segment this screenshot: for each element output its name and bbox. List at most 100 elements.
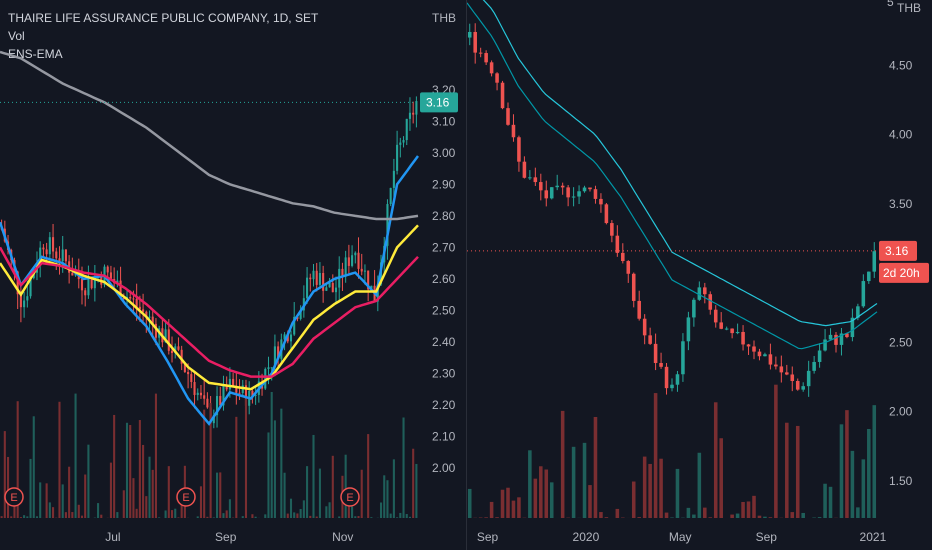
candle-body <box>199 392 203 396</box>
candle-body <box>489 62 494 74</box>
left-chart-canvas[interactable]: 3.203.103.002.902.802.702.602.502.402.30… <box>0 0 466 550</box>
candle-body <box>132 298 135 300</box>
series-line-ema_1 <box>482 0 878 327</box>
candle-body <box>724 328 729 330</box>
candle-body <box>692 299 696 318</box>
volume-bar <box>582 442 587 518</box>
volume-bar <box>135 508 138 518</box>
candle-body <box>604 204 609 224</box>
candle-body <box>872 251 877 272</box>
candle-body <box>856 306 860 318</box>
volume-bar <box>222 513 225 518</box>
candle-body <box>376 284 379 302</box>
currency-label: THB <box>897 1 921 15</box>
volume-bar <box>167 466 170 518</box>
candle-body <box>539 182 543 191</box>
right-chart-panel[interactable]: 4.504.003.503.002.502.001.50Sep2020MaySe… <box>466 0 932 550</box>
candle-body <box>135 298 138 307</box>
volume-bar <box>174 508 177 518</box>
volume-bar <box>273 420 276 518</box>
candle-body <box>42 247 45 250</box>
candle-body <box>52 237 55 252</box>
left-chart-panel[interactable]: THAIRE LIFE ASSURANCE PUBLIC COMPANY, 1D… <box>0 0 466 550</box>
candle-body <box>26 296 29 301</box>
volume-bar <box>338 516 341 518</box>
volume-bar <box>74 393 77 518</box>
volume-bar <box>251 514 254 518</box>
candle-body <box>648 335 652 344</box>
countdown-tag <box>879 262 929 283</box>
candle-body <box>196 392 199 395</box>
volume-bar <box>199 486 203 518</box>
candle-body <box>544 190 549 199</box>
y-tick-label: 2.20 <box>432 398 456 412</box>
volume-bar <box>203 409 206 518</box>
volume-bar <box>528 450 532 518</box>
volume-bar <box>58 401 61 518</box>
volume-bar <box>637 517 641 518</box>
volume-bar <box>795 425 800 518</box>
volume-bar <box>52 507 55 518</box>
volume-bar <box>84 474 87 518</box>
right-chart-canvas[interactable]: 4.504.003.503.002.502.001.50Sep2020MaySe… <box>467 0 932 550</box>
volume-bar <box>664 512 669 518</box>
volume-bar <box>774 384 778 518</box>
volume-bar <box>675 468 680 518</box>
volume-legend[interactable]: Vol <box>8 29 25 43</box>
candle-body <box>571 196 576 198</box>
volume-bar <box>39 482 42 518</box>
volume-bar <box>138 420 141 518</box>
volume-bar <box>219 472 222 518</box>
volume-bar <box>48 502 51 518</box>
volume-bar <box>604 517 609 518</box>
volume-bar <box>71 512 74 518</box>
candle-body <box>533 177 538 183</box>
candle-body <box>473 31 477 53</box>
candle-body <box>367 270 370 290</box>
volume-bar <box>544 469 549 518</box>
candle-body <box>631 273 636 301</box>
candle-body <box>328 283 331 288</box>
volume-bar <box>351 506 354 518</box>
volume-bar <box>741 501 745 518</box>
volume-bar <box>209 403 212 518</box>
volume-bar <box>861 459 866 518</box>
volume-bar <box>286 513 289 518</box>
volume-bar <box>379 502 383 518</box>
candle-body <box>357 252 360 269</box>
candle-body <box>806 370 811 387</box>
x-tick-label: Jul <box>105 530 120 544</box>
candle-body <box>187 372 190 375</box>
candle-body <box>867 271 871 282</box>
y-tick-label: 2.80 <box>432 209 456 223</box>
symbol-title[interactable]: THAIRE LIFE ASSURANCE PUBLIC COMPANY, 1D… <box>8 11 319 25</box>
volume-bar <box>405 514 408 518</box>
candle-body <box>177 346 180 350</box>
volume-bar <box>412 448 415 518</box>
candle-body <box>785 372 789 375</box>
volume-bar <box>817 517 822 518</box>
x-tick-label: Sep <box>477 530 499 544</box>
candle-body <box>845 333 849 338</box>
candle-body <box>768 354 773 365</box>
volume-bar <box>16 401 19 518</box>
y-tick-label: 2.10 <box>432 429 456 443</box>
volume-bar <box>196 516 199 518</box>
candle-body <box>412 112 415 115</box>
candle-body <box>812 361 816 371</box>
candle-body <box>267 367 270 370</box>
candle-body <box>244 385 248 406</box>
candle-body <box>566 187 570 198</box>
volume-bar <box>367 434 370 518</box>
volume-bar <box>495 517 499 518</box>
volume-bar <box>177 517 180 518</box>
volume-bar <box>151 469 154 518</box>
volume-bar <box>588 485 592 518</box>
last-price-tag <box>420 92 458 113</box>
candle-body <box>392 170 395 188</box>
volume-bar <box>839 424 844 518</box>
volume-bar <box>61 484 64 518</box>
candle-body <box>637 300 641 319</box>
candle-body <box>817 350 822 362</box>
countdown-text: 2d 20h <box>883 266 920 280</box>
